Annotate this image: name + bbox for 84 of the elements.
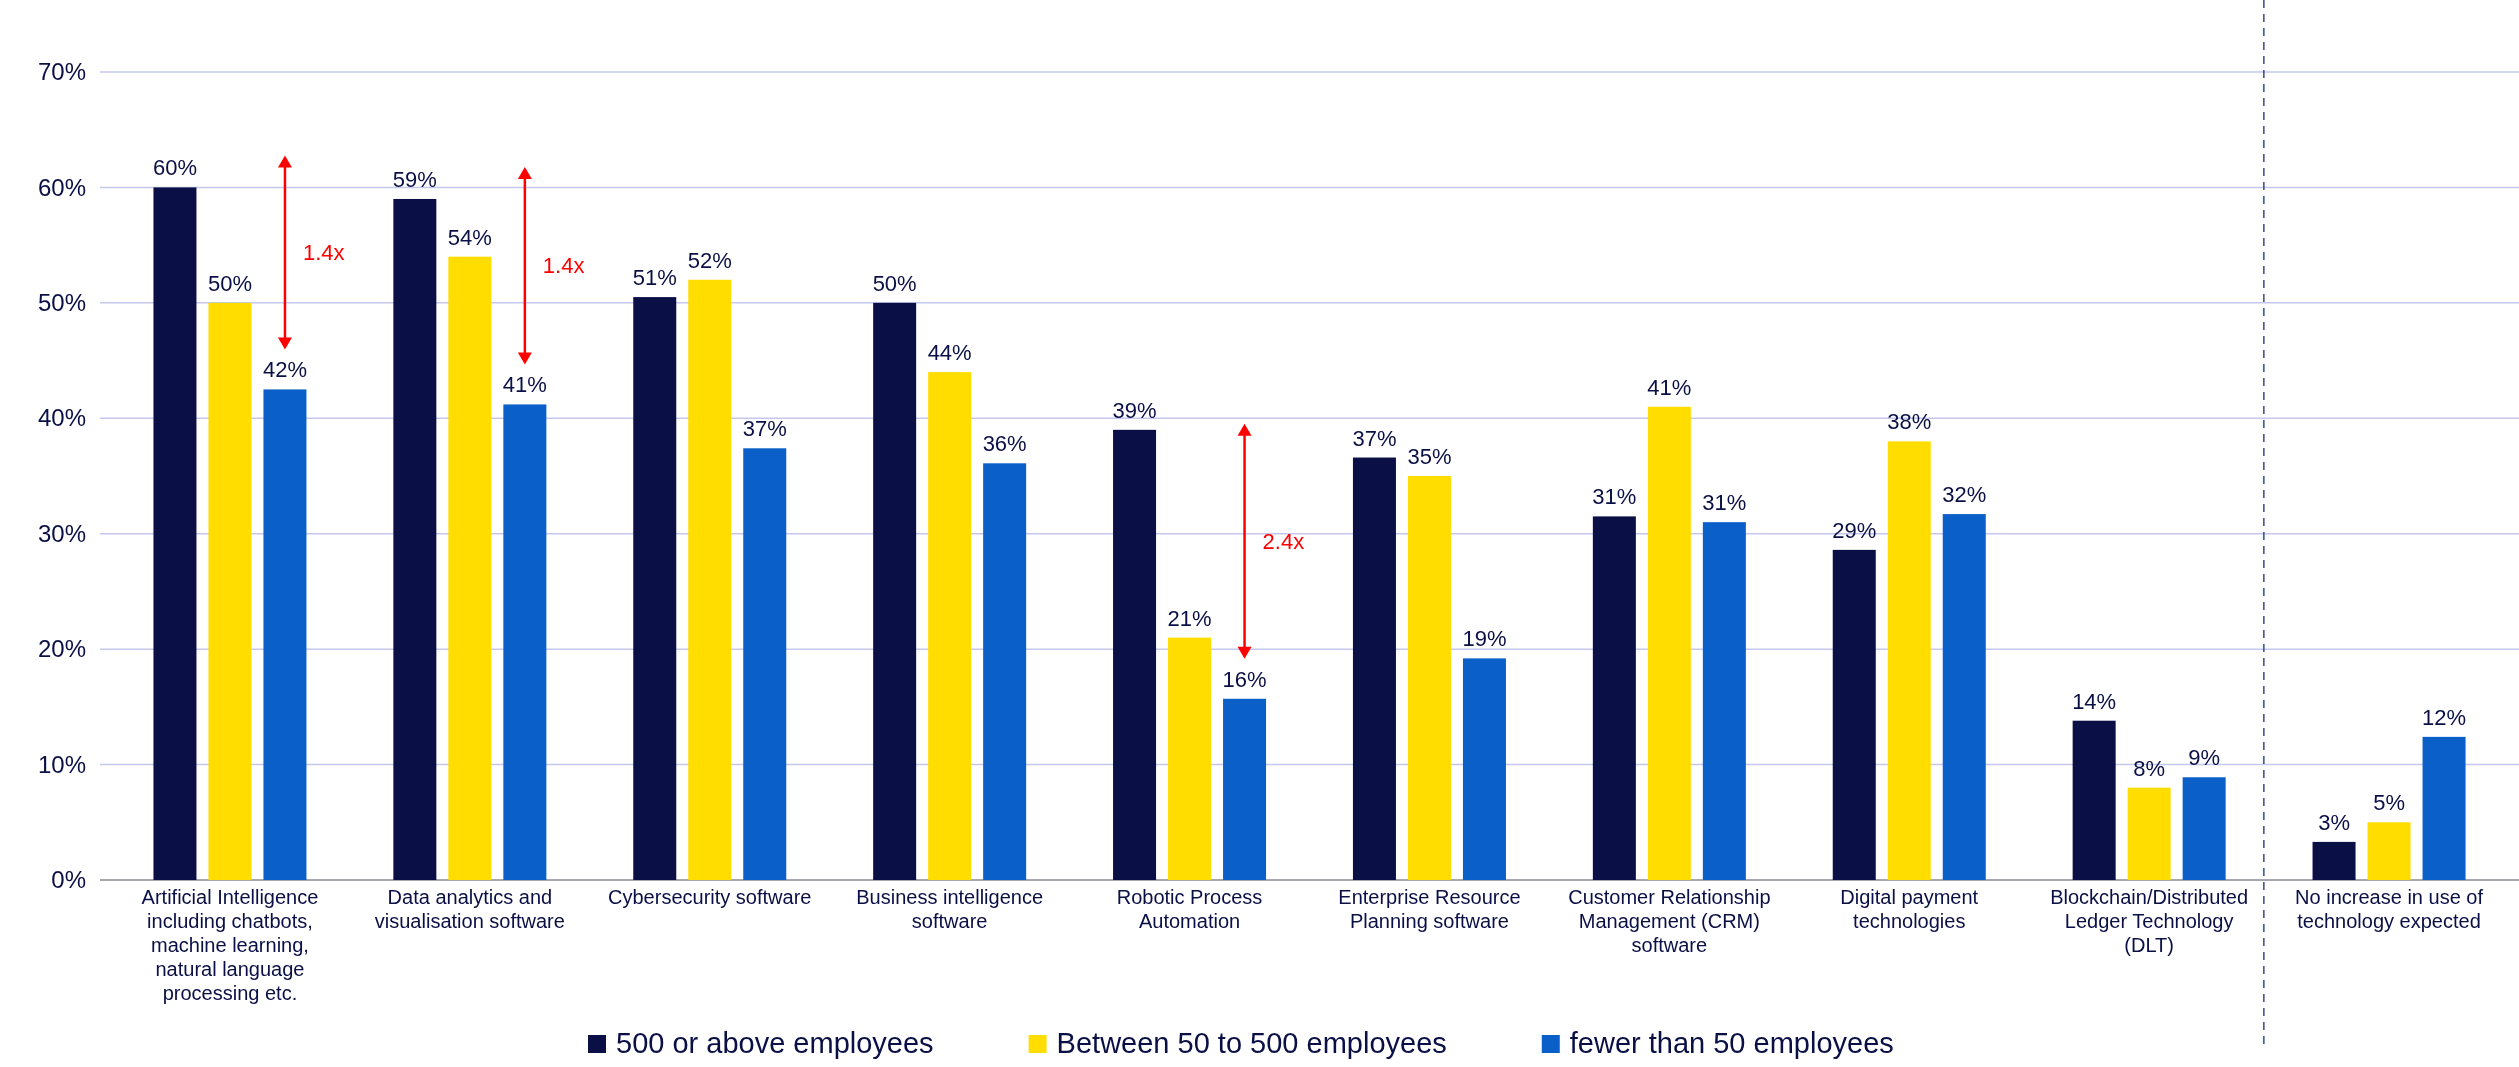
data-label: 42% (262, 357, 307, 383)
bar (1832, 549, 1876, 880)
data-label: 59% (392, 166, 437, 192)
bar (983, 463, 1027, 880)
bar (743, 448, 787, 880)
data-label: 37% (742, 416, 787, 442)
y-tick-label: 70% (37, 58, 86, 86)
x-tick-label: Data analytics and visualisation software (374, 886, 565, 933)
y-tick-label: 30% (37, 519, 86, 547)
bar (873, 302, 917, 880)
data-label: 5% (2373, 790, 2405, 816)
data-label: 51% (632, 265, 677, 291)
bar (2127, 787, 2171, 880)
data-label: 14% (2072, 688, 2117, 714)
x-tick-label: Digital payment technologies (1840, 886, 1979, 933)
data-label: 44% (927, 340, 972, 366)
y-tick-label: 40% (37, 404, 86, 432)
x-tick-label: Business intelligence software (856, 886, 1044, 933)
data-label: 29% (1832, 517, 1877, 543)
data-label: 38% (1887, 409, 1932, 435)
y-tick-label: 0% (51, 866, 86, 894)
annotation: 1.4x (302, 240, 345, 266)
bar (448, 256, 492, 880)
data-label: 35% (1407, 444, 1452, 469)
bar (1592, 516, 1636, 880)
data-label: 16% (1222, 666, 1267, 692)
bar (2072, 720, 2116, 880)
y-tick-label: 60% (37, 173, 86, 201)
bar (1352, 457, 1396, 880)
data-label: 39% (1112, 397, 1157, 423)
bar (928, 372, 972, 880)
y-tick-label: 20% (37, 635, 86, 663)
bar (393, 198, 437, 880)
data-label: 8% (2133, 755, 2166, 781)
legend-label: fewer than 50 employees (1569, 1027, 1894, 1059)
data-label: 50% (207, 270, 252, 296)
data-label: 36% (982, 431, 1027, 457)
bar (2367, 822, 2411, 880)
bar (1702, 522, 1746, 880)
data-label: 3% (2318, 809, 2350, 835)
annotation: 2.4x (1262, 529, 1305, 554)
bar (1168, 637, 1212, 880)
bar (1887, 441, 1931, 880)
x-tick-label: Blockchain/Distributed Ledger Technology (DLT) (2050, 886, 2249, 957)
legend-label: Between 50 to 500 employees (1056, 1027, 1447, 1059)
bar (208, 302, 252, 880)
data-label: 21% (1167, 605, 1212, 631)
data-label: 60% (152, 155, 197, 181)
bar (688, 279, 732, 880)
data-label: 41% (1647, 374, 1692, 400)
bar (1647, 406, 1691, 880)
bar (2422, 736, 2466, 880)
x-tick-label: Customer Relationship Management (CRM) software (1568, 886, 1771, 957)
data-label: 31% (1702, 490, 1747, 516)
bar (1942, 514, 1986, 880)
data-label: 41% (502, 372, 547, 398)
x-tick-label: Enterprise Resource Planning software (1338, 886, 1521, 933)
y-tick-label: 50% (37, 289, 86, 317)
bar (1113, 429, 1157, 880)
bar (263, 389, 307, 880)
data-label: 50% (872, 270, 917, 296)
data-label: 54% (447, 224, 492, 250)
bar (153, 187, 197, 880)
x-tick-label: Cybersecurity software (608, 886, 812, 909)
bar (1462, 658, 1506, 880)
data-label: 37% (1352, 425, 1397, 451)
data-label: 31% (1592, 484, 1637, 510)
legend-label: 500 or above employees (616, 1027, 934, 1059)
bar (2312, 841, 2356, 880)
data-label: 52% (687, 247, 732, 273)
bar (2182, 777, 2226, 880)
y-tick-label: 10% (37, 750, 86, 778)
data-label: 32% (1942, 482, 1987, 508)
x-tick-label: Artificial Intelligence including chatbots, machine learning, natural language processing etc. (141, 886, 319, 1005)
data-label: 19% (1462, 626, 1507, 652)
x-tick-label: No increase in use of technology expected (2295, 886, 2484, 933)
x-tick-label: Robotic Process Automation (1116, 886, 1263, 933)
data-label: 9% (2188, 745, 2221, 771)
data-label: 12% (2422, 704, 2467, 730)
bar (1223, 698, 1267, 880)
bar (633, 297, 677, 880)
bar (503, 404, 547, 880)
annotation: 1.4x (542, 253, 585, 279)
bar (1407, 476, 1451, 880)
